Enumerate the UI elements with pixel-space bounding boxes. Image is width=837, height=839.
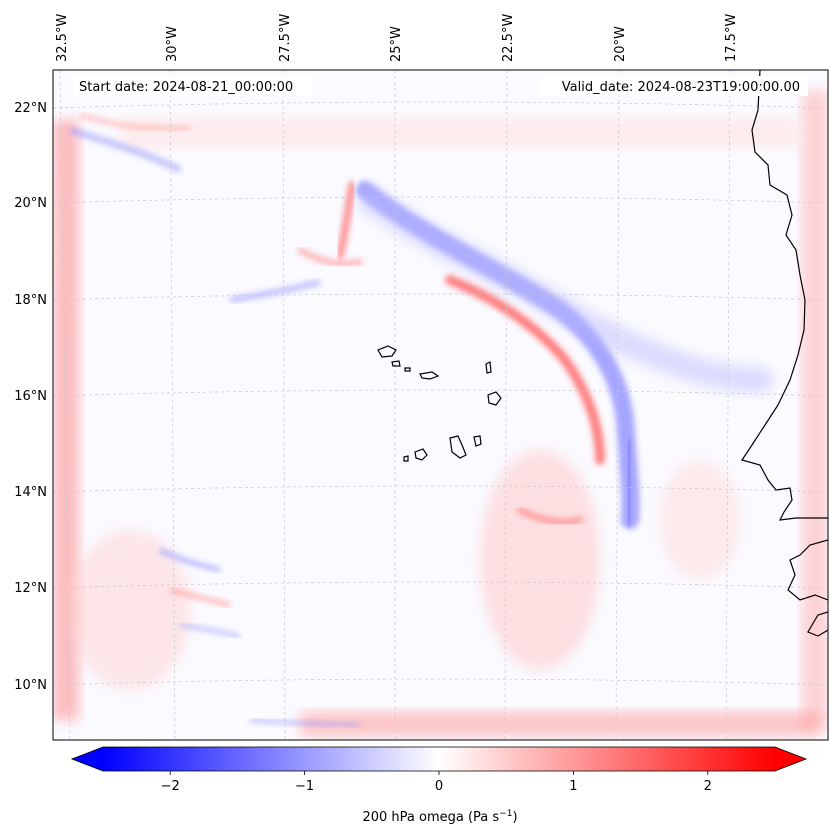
- omega-wave: [169, 587, 231, 608]
- omega-patch: [70, 530, 190, 690]
- omega-wave: [68, 126, 182, 174]
- island-sal: [485, 361, 492, 374]
- colorbar-body: [103, 747, 775, 771]
- lat-labels: 22°N 20°N 18°N 16°N 14°N 12°N 10°N: [14, 101, 47, 693]
- gridline-lon: [725, 70, 731, 740]
- colorbar-extend-pos: [775, 747, 806, 771]
- lon-label: 17.5°W: [724, 14, 739, 62]
- map-panel: Start date: 2024-08-21_00:00:00 Valid_da…: [52, 69, 829, 741]
- lon-label: 27.5°W: [278, 14, 293, 62]
- colorbar: −2 −1 0 1 2 200 hPa omega (Pa s−1): [70, 746, 808, 825]
- gridline-lat: [53, 196, 828, 204]
- island-santa-luzia: [404, 367, 411, 372]
- valid-date-box: [540, 76, 808, 96]
- colorbar-outline: [70, 746, 808, 772]
- colorbar-tick-label: 0: [435, 779, 443, 794]
- omega-wave: [158, 547, 221, 573]
- island-boa-vista: [487, 391, 502, 406]
- africa-coastline: [741, 70, 828, 521]
- gridline-lat: [53, 485, 828, 493]
- island-santiago: [449, 435, 467, 459]
- omega-blue-streak: [623, 439, 635, 526]
- omega-red-streak: [297, 247, 363, 267]
- lat-label: 12°N: [14, 581, 47, 596]
- coastlines: [377, 70, 828, 637]
- gridline-lat: [53, 101, 828, 109]
- gridline-lon: [59, 70, 71, 740]
- lon-label: 30°W: [165, 26, 180, 62]
- colorbar-ticks: −2 −1 0 1 2: [161, 771, 712, 794]
- colorbar-tick-label: 1: [569, 779, 577, 794]
- colorbar-label-exp: −1: [499, 809, 512, 819]
- valid-date-label: Valid_date: 2024-08-23T19:00:00.00: [562, 80, 800, 95]
- start-date-label: Start date: 2024-08-21_00:00:00: [79, 80, 293, 95]
- omega-south-edge: [300, 712, 820, 736]
- omega-red-band: [445, 275, 605, 465]
- omega-wave: [249, 717, 361, 729]
- omega-wave: [79, 112, 191, 132]
- lon-label: 20°W: [613, 26, 628, 62]
- lon-labels: 32.5°W 30°W 27.5°W 25°W 22.5°W 20°W 17.5…: [55, 14, 739, 62]
- gridline-lat: [53, 389, 828, 397]
- island-sao-nicolau: [419, 371, 440, 380]
- omega-patch: [660, 460, 740, 580]
- gridline-lat: [53, 293, 828, 301]
- gridline-lon: [615, 70, 620, 740]
- africa-coastline: [787, 539, 828, 601]
- gridline-lon: [169, 70, 176, 740]
- omega-east-edge: [802, 90, 828, 730]
- omega-wave: [179, 622, 241, 639]
- gridline-lat: [53, 678, 828, 686]
- lon-label: 22.5°W: [501, 14, 516, 62]
- lat-label: 10°N: [14, 678, 47, 693]
- island-santo-antao: [377, 345, 397, 358]
- colorbar-label-close: ): [512, 810, 517, 825]
- omega-red-streak: [516, 506, 584, 526]
- omega-wave: [229, 279, 321, 303]
- omega-red-streak: [336, 181, 356, 259]
- gridline-lon: [504, 70, 508, 740]
- lat-label: 18°N: [14, 293, 47, 308]
- lon-label: 32.5°W: [55, 14, 70, 62]
- colorbar-extend-neg: [72, 747, 103, 771]
- gridline-lon: [282, 70, 286, 740]
- omega-patch: [480, 450, 600, 670]
- colorbar-label: 200 hPa omega (Pa s−1): [362, 809, 517, 825]
- omega-blue-band-outer: [357, 187, 773, 393]
- map-frame: [52, 69, 829, 741]
- island-sao-vicente: [391, 360, 401, 367]
- colorbar-tick-label: −2: [161, 779, 180, 794]
- island-brava: [403, 455, 409, 462]
- lat-label: 16°N: [14, 389, 47, 404]
- gridline-lat: [53, 581, 828, 589]
- lon-label: 25°W: [389, 26, 404, 62]
- omega-field: [53, 90, 828, 736]
- lat-label: 14°N: [14, 485, 47, 500]
- gridlines: [53, 70, 828, 740]
- colorbar-tick-label: 2: [704, 779, 712, 794]
- island-fogo: [414, 448, 428, 461]
- lat-label: 20°N: [14, 196, 47, 211]
- lat-label: 22°N: [14, 101, 47, 116]
- africa-coastline: [807, 611, 828, 637]
- island-maio: [473, 435, 482, 447]
- colorbar-label-main: 200 hPa omega (Pa s: [362, 810, 499, 825]
- colorbar-tick-label: −1: [295, 779, 314, 794]
- omega-north-edge: [120, 118, 800, 148]
- start-date-box: [73, 76, 313, 96]
